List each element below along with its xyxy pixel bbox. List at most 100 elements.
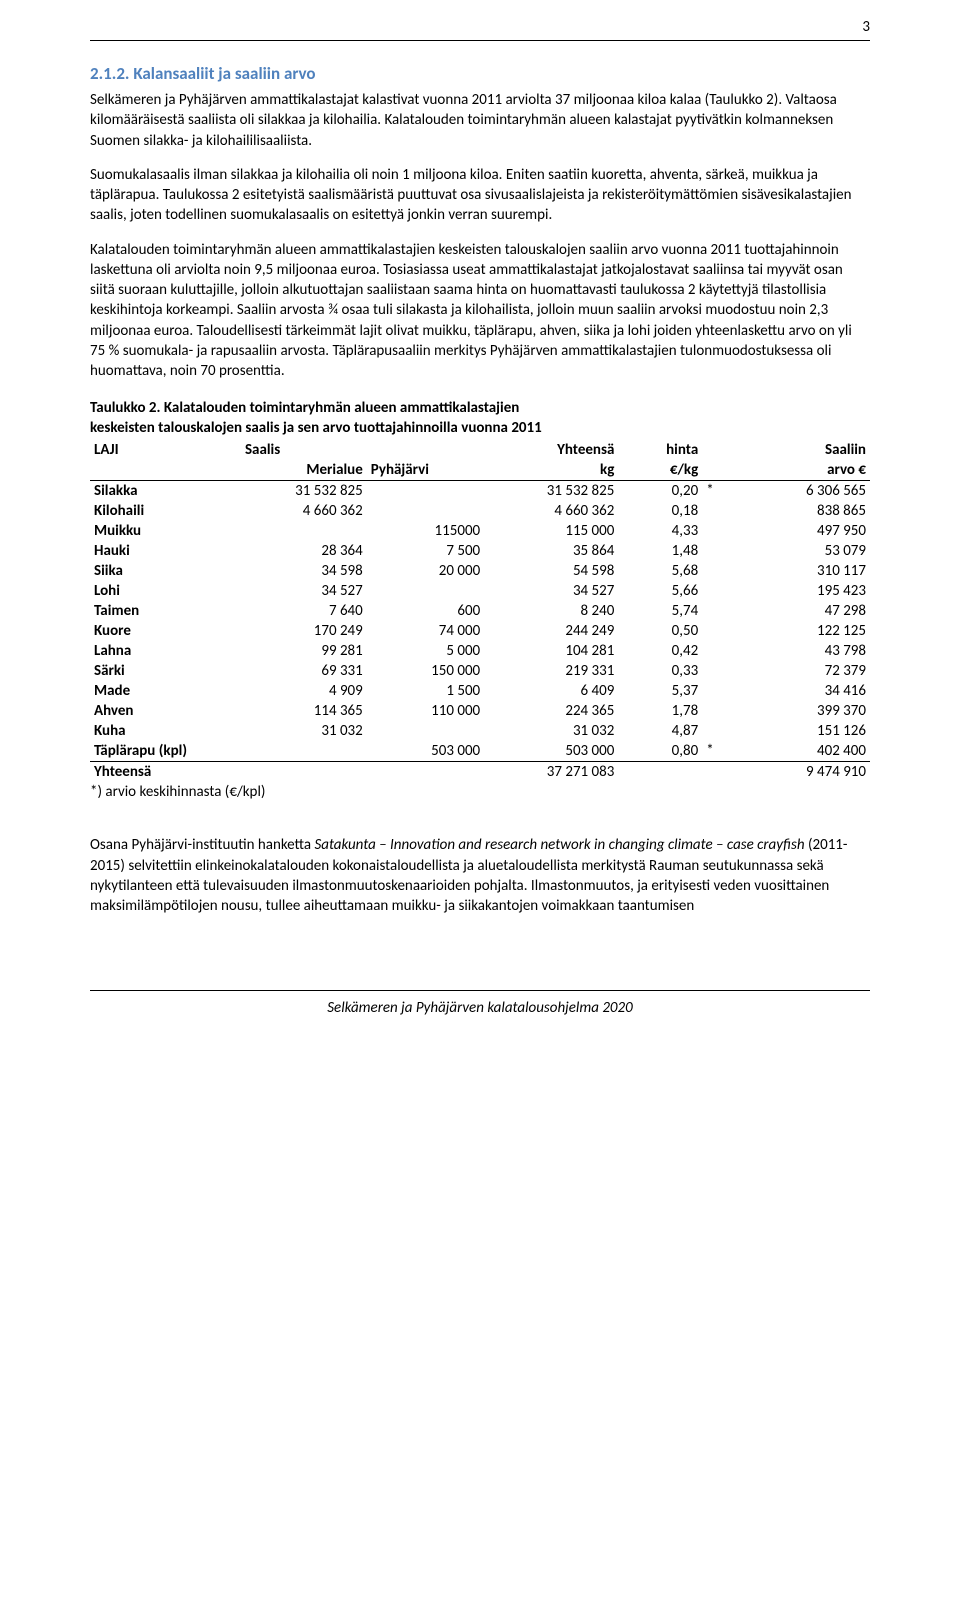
cell-pyha xyxy=(367,481,484,501)
cell-hinta: 0,18 xyxy=(618,501,702,521)
cell-yhteensa: 224 365 xyxy=(484,701,618,721)
cell-meri: 170 249 xyxy=(241,621,367,641)
top-rule xyxy=(90,40,870,41)
cell-laji: Kilohaili xyxy=(90,501,241,521)
table-row: Särki69 331150 000219 3310,3372 379 xyxy=(90,661,870,681)
cell-laji: Lahna xyxy=(90,641,241,661)
table-body: Silakka31 532 82531 532 8250,20*6 306 56… xyxy=(90,481,870,782)
cell-star: * xyxy=(702,481,736,501)
paragraph-2: Suomukalasaalis ilman silakkaa ja kiloha… xyxy=(90,165,870,226)
cell-hinta: 1,78 xyxy=(618,701,702,721)
cell-star xyxy=(702,541,736,561)
cell-laji: Ahven xyxy=(90,701,241,721)
cell-hinta: 5,37 xyxy=(618,681,702,701)
cell-star xyxy=(702,661,736,681)
table-total-row: Yhteensä37 271 0839 474 910 xyxy=(90,762,870,782)
table-title: Taulukko 2. Kalatalouden toimintaryhmän … xyxy=(90,399,870,438)
cell-meri: 4 909 xyxy=(241,681,367,701)
cell-yhteensa: 104 281 xyxy=(484,641,618,661)
cell-arvo: 6 306 565 xyxy=(736,481,870,501)
cell-total-arvo: 9 474 910 xyxy=(736,762,870,782)
cell-arvo: 402 400 xyxy=(736,741,870,761)
table-row: Lohi34 52734 5275,66195 423 xyxy=(90,581,870,601)
cell-arvo: 497 950 xyxy=(736,521,870,541)
cell-arvo: 53 079 xyxy=(736,541,870,561)
cell-star xyxy=(702,641,736,661)
page-number: 3 xyxy=(862,18,870,36)
cell-star xyxy=(702,681,736,701)
cell-pyha xyxy=(367,501,484,521)
cell-star: * xyxy=(702,741,736,761)
table-row: Siika34 59820 00054 5985,68 310 117 xyxy=(90,561,870,581)
cell-yhteensa: 244 249 xyxy=(484,621,618,641)
th-blank1 xyxy=(367,440,484,460)
cell-pyha: 7 500 xyxy=(367,541,484,561)
cell-star xyxy=(702,581,736,601)
cell-meri: 31 532 825 xyxy=(241,481,367,501)
table-footnote: *) arvio keskihinnasta (€/kpl) xyxy=(90,783,870,801)
paragraph-1: Selkämeren ja Pyhäjärven ammattikalastaj… xyxy=(90,90,870,151)
cell-yhteensa: 115 000 xyxy=(484,521,618,541)
cell-star xyxy=(702,561,736,581)
table-row: Muikku115000115 0004,33497 950 xyxy=(90,521,870,541)
section-heading: 2.1.2. Kalansaaliit ja saaliin arvo xyxy=(90,63,870,84)
cell-laji: Kuha xyxy=(90,721,241,741)
th-saalis: Saalis xyxy=(241,440,367,460)
table-row: Made4 9091 5006 4095,3734 416 xyxy=(90,681,870,701)
cell-star xyxy=(702,501,736,521)
cell-yhteensa: 34 527 xyxy=(484,581,618,601)
cell-total-label: Yhteensä xyxy=(90,762,241,782)
cell-yhteensa: 6 409 xyxy=(484,681,618,701)
cell-laji: Särki xyxy=(90,661,241,681)
cell-yhteensa: 54 598 xyxy=(484,561,618,581)
cell-laji: Kuore xyxy=(90,621,241,641)
th-kg: kg xyxy=(484,460,618,480)
cell-hinta: 0,42 xyxy=(618,641,702,661)
p4-italic: Satakunta – Innovation and research netw… xyxy=(314,836,804,854)
cell-pyha: 20 000 xyxy=(367,561,484,581)
cell-meri: 34 598 xyxy=(241,561,367,581)
cell-star xyxy=(702,721,736,741)
cell-hinta: 5,74 xyxy=(618,601,702,621)
cell-yhteensa: 31 532 825 xyxy=(484,481,618,501)
table-row: Ahven114 365110 000224 3651,78399 370 xyxy=(90,701,870,721)
table-row: Lahna99 2815 000104 2810,42 43 798 xyxy=(90,641,870,661)
table-row: Kuore170 24974 000244 2490,50122 125 xyxy=(90,621,870,641)
cell-pyha xyxy=(367,581,484,601)
cell-hinta: 0,33 xyxy=(618,661,702,681)
cell-meri: 114 365 xyxy=(241,701,367,721)
table-row: Kilohaili4 660 3624 660 3620,18838 865 xyxy=(90,501,870,521)
cell-meri: 28 364 xyxy=(241,541,367,561)
cell-arvo: 47 298 xyxy=(736,601,870,621)
cell-arvo: 43 798 xyxy=(736,641,870,661)
cell-star xyxy=(702,601,736,621)
th-yhteensa: Yhteensä xyxy=(484,440,618,460)
cell-hinta: 1,48 xyxy=(618,541,702,561)
cell-meri xyxy=(241,741,367,761)
cell-pyha: 503 000 xyxy=(367,741,484,761)
cell-pyha: 150 000 xyxy=(367,661,484,681)
table-title-line2: keskeisten talouskalojen saalis ja sen a… xyxy=(90,419,542,437)
cell-arvo: 310 117 xyxy=(736,561,870,581)
cell-arvo: 195 423 xyxy=(736,581,870,601)
th-sub-blank2 xyxy=(702,460,736,480)
cell-hinta: 4,87 xyxy=(618,721,702,741)
cell-star xyxy=(702,521,736,541)
th-hinta: hinta xyxy=(618,440,702,460)
cell-pyha: 600 xyxy=(367,601,484,621)
catch-table: LAJI Saalis Yhteensä hinta Saaliin Meria… xyxy=(90,440,870,782)
cell-yhteensa: 35 864 xyxy=(484,541,618,561)
p4-pre: Osana Pyhäjärvi-instituutin hanketta xyxy=(90,836,314,854)
cell-pyha: 5 000 xyxy=(367,641,484,661)
cell-yhteensa: 8 240 xyxy=(484,601,618,621)
cell-meri: 34 527 xyxy=(241,581,367,601)
cell-hinta: 5,68 xyxy=(618,561,702,581)
cell-laji: Silakka xyxy=(90,481,241,501)
cell-meri: 4 660 362 xyxy=(241,501,367,521)
th-sub-blank xyxy=(90,460,241,480)
cell-hinta: 5,66 xyxy=(618,581,702,601)
paragraph-4: Osana Pyhäjärvi-instituutin hanketta Sat… xyxy=(90,835,870,916)
cell-meri: 99 281 xyxy=(241,641,367,661)
cell-arvo: 122 125 xyxy=(736,621,870,641)
cell-laji: Siika xyxy=(90,561,241,581)
